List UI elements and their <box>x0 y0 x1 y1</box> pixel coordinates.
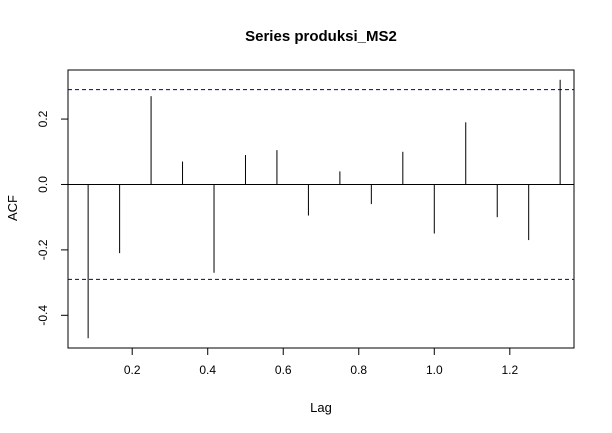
x-tick-label: 0.6 <box>275 363 292 377</box>
plot-frame <box>67 69 575 349</box>
x-tick-label: 1.0 <box>426 363 443 377</box>
chart-title: Series produksi_MS2 <box>245 28 397 45</box>
y-tick-label: -0.4 <box>36 305 50 326</box>
plot-area: 0.2 0.4 0.6 0.8 1.0 1.2 -0.4 -0.2 0.0 0.2 <box>36 69 575 377</box>
x-tick-label: 0.8 <box>350 363 367 377</box>
y-axis-label: ACF <box>5 195 20 221</box>
y-tick-label: -0.2 <box>36 239 50 260</box>
y-tick-label: 0.2 <box>36 110 50 127</box>
x-axis-label: Lag <box>310 400 332 415</box>
y-tick-label: 0.0 <box>36 176 50 193</box>
x-tick-label: 1.2 <box>501 363 518 377</box>
x-tick-label: 0.2 <box>124 363 141 377</box>
x-tick-label: 0.4 <box>199 363 216 377</box>
